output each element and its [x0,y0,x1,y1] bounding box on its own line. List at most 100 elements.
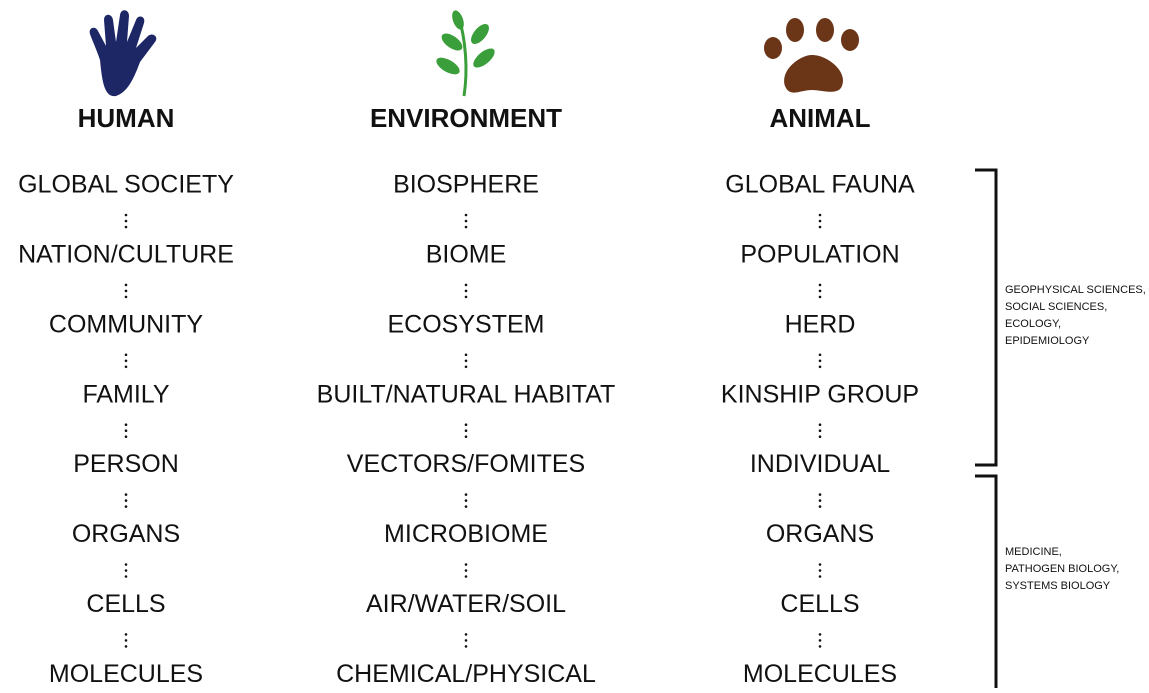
level-label: BIOME [426,241,507,269]
bracket-note: MEDICINE, [1005,546,1062,558]
level-label: GLOBAL FAUNA [725,171,915,199]
ellipsis-dot [464,295,468,299]
ellipsis-dot [464,499,468,502]
level-label: ORGANS [72,520,180,548]
ellipsis-dot [464,563,468,566]
ellipsis-dot [818,225,822,229]
ellipsis-dot [464,575,468,578]
ellipsis-dot [818,365,822,369]
ellipsis-dot [464,435,468,439]
ellipsis-dot [818,283,822,287]
ellipsis-dot [464,423,468,427]
ellipsis-dot [818,645,822,648]
level-label: MOLECULES [743,660,897,688]
bracket-note: SOCIAL SCIENCES, [1005,301,1107,313]
ellipsis-dot [464,429,468,433]
human-icon [89,10,157,97]
bracket-upper [975,168,998,467]
level-label: ECOSYSTEM [388,310,545,338]
bracket-note: ECOLOGY, [1005,318,1061,330]
ellipsis-dot [818,633,822,636]
ellipsis-dot [818,435,822,439]
ellipsis-dot [464,493,468,496]
bracket-note: SYSTEMS BIOLOGY [1005,580,1111,592]
ellipsis-dot [124,569,128,572]
ellipsis-dot [464,365,468,369]
level-label: VECTORS/FOMITES [347,450,585,478]
ellipsis-dot [124,365,128,369]
column-title: ANIMAL [769,103,870,133]
level-label: MOLECULES [49,660,203,688]
level-label: MICROBIOME [384,520,548,548]
bracket-note: GEOPHYSICAL SCIENCES, [1005,284,1146,296]
level-label: NATION/CULTURE [18,241,234,269]
ellipsis-dot [818,429,822,433]
ellipsis-dot [818,493,822,496]
ellipsis-dot [818,499,822,502]
ellipsis-dot [124,359,128,363]
ellipsis-dot [464,359,468,363]
ellipsis-dot [464,213,468,217]
column-title: ENVIRONMENT [370,103,562,133]
ellipsis-dot [818,575,822,578]
ellipsis-dot [464,633,468,636]
ellipsis-dot [124,639,128,642]
ellipsis-dot [124,429,128,433]
ellipsis-dot [818,505,822,508]
ellipsis-dot [818,569,822,572]
bracket-note: PATHOGEN BIOLOGY, [1005,563,1119,575]
ellipsis-dot [818,353,822,357]
ellipsis-dot [124,493,128,496]
ellipsis-dot [124,353,128,357]
level-label: CELLS [86,590,165,618]
ellipsis-dot [818,359,822,363]
level-label: KINSHIP GROUP [721,380,919,408]
ellipsis-dot [464,505,468,508]
level-label: FAMILY [82,380,169,408]
ellipsis-dot [124,219,128,223]
ellipsis-dot [464,569,468,572]
level-label: INDIVIDUAL [750,450,890,478]
level-label: COMMUNITY [49,310,203,338]
bracket-note: EPIDEMIOLOGY [1005,335,1090,347]
level-label: BUILT/NATURAL HABITAT [317,380,616,408]
level-label: CHEMICAL/PHYSICAL [336,660,596,688]
ellipsis-dot [818,639,822,642]
ellipsis-dot [464,219,468,223]
level-label: AIR/WATER/SOIL [366,590,566,618]
ellipsis-dot [124,213,128,217]
level-label: BIOSPHERE [393,171,539,199]
ellipsis-dot [124,295,128,299]
level-label: POPULATION [740,241,899,269]
level-label: HERD [785,310,856,338]
ellipsis-dot [464,289,468,293]
ellipsis-dot [124,499,128,502]
ellipsis-dot [464,639,468,642]
ellipsis-dot [124,289,128,293]
environment-icon [436,10,495,97]
level-label: ORGANS [766,520,874,548]
ellipsis-dot [818,289,822,293]
ellipsis-dot [818,563,822,566]
ellipsis-dot [818,213,822,217]
ellipsis-dot [818,423,822,427]
level-label: CELLS [780,590,859,618]
ellipsis-dot [124,575,128,578]
ellipsis-dot [818,219,822,223]
ellipsis-dot [464,225,468,229]
column-title: HUMAN [78,103,175,133]
ellipsis-dot [124,563,128,566]
ellipsis-dot [124,225,128,229]
bracket-lower [975,474,998,688]
animal-icon [764,18,859,93]
ellipsis-dot [124,633,128,636]
ellipsis-dot [124,645,128,648]
ellipsis-dot [124,423,128,427]
ellipsis-dot [464,353,468,357]
ellipsis-dot [464,283,468,287]
ellipsis-dot [124,283,128,287]
ellipsis-dot [818,295,822,299]
level-label: PERSON [73,450,179,478]
